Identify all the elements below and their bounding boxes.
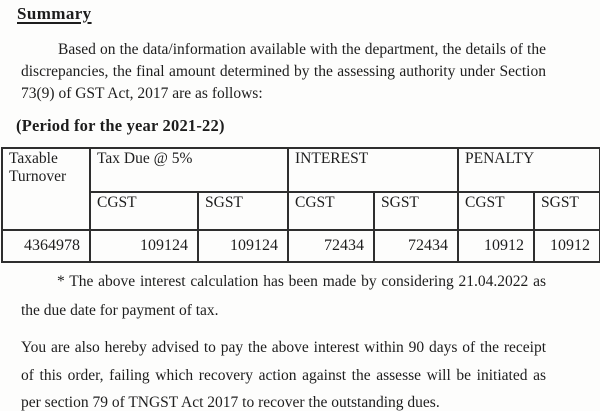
summary-heading: Summary	[17, 4, 92, 23]
value-interest-cgst: 72434	[287, 229, 375, 263]
header-taxable-turnover: Taxable Turnover	[1, 147, 91, 231]
subheader-penalty-sgst: SGST	[533, 191, 600, 231]
subheader-taxdue-sgst: SGST	[197, 191, 289, 231]
subheader-taxdue-cgst: CGST	[89, 191, 199, 231]
interest-footnote-paragraph: * The above interest calculation has bee…	[21, 273, 546, 319]
payment-advice-paragraph: You are also hereby advised to pay the a…	[21, 339, 546, 411]
intro-paragraph: Based on the data/information available …	[21, 41, 546, 102]
value-penalty-sgst: 10912	[533, 229, 600, 263]
subheader-interest-cgst: CGST	[287, 191, 375, 231]
assessment-table: Taxable Turnover Tax Due @ 5% INTEREST P…	[1, 147, 600, 263]
subheader-interest-sgst: SGST	[373, 191, 459, 231]
header-interest: INTEREST	[287, 147, 459, 193]
table-subheader-row: CGST SGST CGST SGST CGST SGST	[2, 191, 600, 231]
table-header-group-row: Taxable Turnover Tax Due @ 5% INTEREST P…	[1, 147, 600, 231]
period-heading: (Period for the year 2021-22)	[16, 116, 225, 135]
subheader-penalty-cgst: CGST	[457, 191, 535, 231]
value-taxable-turnover: 4364978	[1, 229, 91, 263]
value-taxdue-cgst: 109124	[89, 229, 199, 263]
header-penalty: PENALTY	[457, 147, 600, 193]
value-taxdue-sgst: 109124	[197, 229, 289, 263]
table-data-row: 4364978 109124 109124 72434 72434 10912 …	[1, 229, 600, 263]
header-tax-due: Tax Due @ 5%	[89, 147, 289, 193]
value-interest-sgst: 72434	[373, 229, 459, 263]
value-penalty-cgst: 10912	[457, 229, 535, 263]
